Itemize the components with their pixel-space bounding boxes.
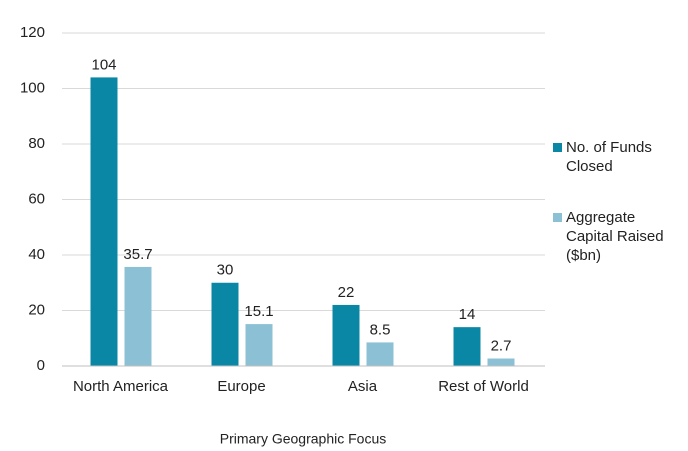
bar — [366, 342, 394, 366]
legend-swatch — [553, 213, 562, 222]
y-tick-label: 40 — [28, 246, 45, 263]
x-axis-title: Primary Geographic Focus — [220, 431, 387, 447]
y-tick-label: 120 — [20, 24, 45, 41]
legend-label: Aggregate Capital Raised ($bn) — [566, 209, 664, 264]
x-tick-label: North America — [72, 378, 169, 395]
legend-item: No. of Funds Closed — [553, 138, 665, 176]
data-label: 30 — [217, 262, 234, 279]
x-tick-label: Asia — [347, 378, 378, 395]
x-tick-label: Rest of World — [438, 378, 529, 395]
bar — [332, 304, 360, 366]
bar — [211, 282, 239, 366]
data-label: 104 — [91, 56, 116, 73]
y-tick-label: 80 — [28, 135, 45, 152]
y-tick-label: 0 — [37, 357, 45, 374]
y-tick-label: 20 — [28, 301, 45, 318]
data-label: 15.1 — [244, 303, 273, 320]
legend-label: No. of Funds Closed — [566, 139, 652, 175]
bar — [124, 266, 152, 366]
data-label: 35.7 — [123, 246, 152, 263]
data-label: 2.7 — [491, 337, 512, 354]
x-tick-label: Europe — [217, 378, 266, 395]
data-label: 8.5 — [370, 321, 391, 338]
bar — [245, 324, 273, 366]
bar — [90, 77, 118, 367]
y-tick-label: 100 — [20, 79, 45, 96]
y-tick-label: 60 — [28, 190, 45, 207]
data-label: 14 — [459, 306, 476, 323]
data-label: 22 — [338, 284, 355, 301]
bar — [487, 358, 515, 366]
bar — [453, 327, 481, 366]
legend-swatch — [553, 143, 562, 152]
legend-item: Aggregate Capital Raised ($bn) — [553, 208, 665, 265]
